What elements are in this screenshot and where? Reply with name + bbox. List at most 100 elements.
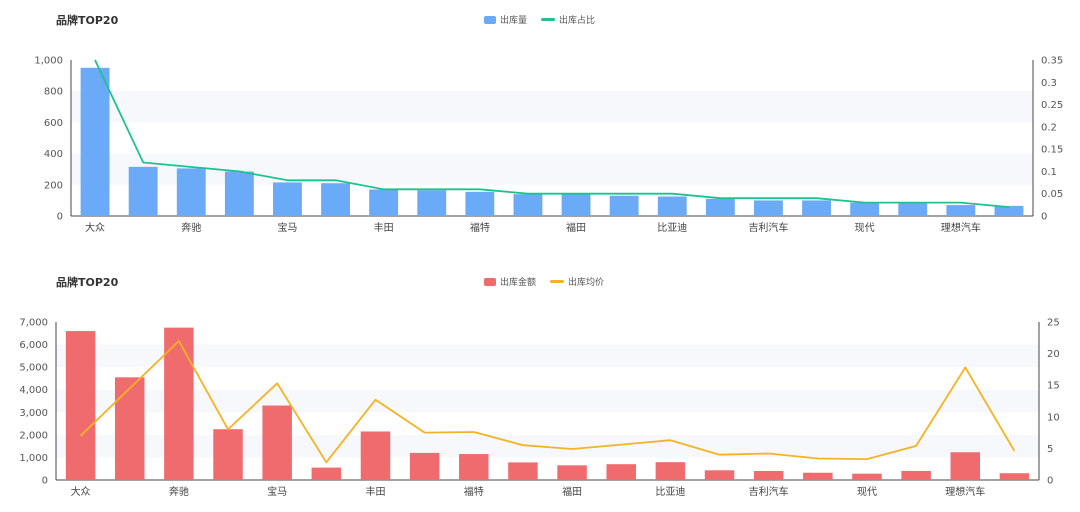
chart-panel-volume: 品牌TOP20 出库量 出库占比 0 200 400 600 800 1,000 0 0.05… <box>0 0 1080 250</box>
bar <box>994 205 1024 216</box>
bar <box>360 431 391 480</box>
bar <box>901 470 931 480</box>
x-tick-label: 奔驰 <box>181 221 201 234</box>
bar <box>950 452 981 480</box>
x-tick-label: 理想汽车 <box>945 485 985 498</box>
chart-panel-amount: 品牌TOP20 出库金额 出库均价 0 1,000 2,000 3,000 4,000 5… <box>0 262 1080 512</box>
chart-title: 品牌TOP20 <box>56 14 119 27</box>
bar <box>557 465 587 480</box>
y-tick-label-left: 1,000 <box>34 56 63 67</box>
bar <box>513 194 543 216</box>
split-area-band <box>56 434 1039 458</box>
y-tick-label-right: 0.1 <box>1041 167 1057 178</box>
y-tick-label-right: 15 <box>1047 381 1060 392</box>
y-tick-label-right: 0.25 <box>1041 100 1063 111</box>
y-tick-label-left: 5,000 <box>19 363 48 374</box>
x-tick-label: 丰田 <box>365 485 385 498</box>
legend-label: 出库均价 <box>568 278 605 288</box>
bar <box>609 195 639 216</box>
split-area-band <box>56 389 1039 413</box>
x-tick-label: 奔驰 <box>169 485 189 498</box>
chart-canvas-amount: 0 1,000 2,000 3,000 4,000 5,000 6,000 7,000 0 5 10… <box>19 318 1060 499</box>
x-tick-label: 理想汽车 <box>941 221 981 234</box>
bar <box>114 377 145 480</box>
x-tick-label: 福田 <box>566 221 586 234</box>
bar <box>705 198 735 216</box>
x-tick-label: 现代 <box>857 486 877 498</box>
legend-label: 出库占比 <box>559 16 596 26</box>
y-tick-label-right: 25 <box>1047 318 1060 329</box>
y-tick-label-left: 6,000 <box>19 340 48 351</box>
y-tick-label-right: 5 <box>1047 444 1053 455</box>
bar <box>465 191 495 216</box>
chart-canvas-volume: 0 200 400 600 800 1,000 0 0.05 0.1 0.15 0.2 0.25 0.3… <box>34 56 1063 235</box>
x-tick-label: 福特 <box>464 485 484 498</box>
bar <box>508 462 538 480</box>
bar <box>754 200 783 216</box>
x-tick-label: 吉利汽车 <box>748 221 788 234</box>
bar <box>176 168 206 216</box>
bar <box>65 331 96 480</box>
bar <box>753 470 784 480</box>
bar <box>606 464 636 480</box>
line-series <box>79 340 1016 464</box>
chart-title: 品牌TOP20 <box>56 276 119 289</box>
y-tick-label-left: 7,000 <box>19 318 48 329</box>
chart-legend: 出库金额 出库均价 <box>484 275 604 288</box>
x-tick-label: 比亚迪 <box>657 222 687 234</box>
bar <box>802 200 831 216</box>
bar <box>850 202 880 216</box>
x-tick-label: 吉利汽车 <box>749 485 789 498</box>
x-tick-label: 大众 <box>71 485 91 498</box>
x-tick-label: 大众 <box>85 221 105 234</box>
bar <box>213 429 243 480</box>
line-series <box>94 59 1010 208</box>
bar <box>704 470 735 480</box>
y-tick-label-left: 0 <box>42 476 48 487</box>
legend-line-swatch <box>550 280 565 283</box>
x-tick-label: 福特 <box>470 221 490 234</box>
bar <box>311 467 342 480</box>
y-tick-label-left: 600 <box>44 118 63 129</box>
bar <box>164 327 194 480</box>
y-tick-label-right: 0.35 <box>1041 56 1063 67</box>
y-tick-label-left: 0 <box>57 212 63 223</box>
y-tick-label-left: 800 <box>44 87 63 98</box>
y-tick-label-left: 400 <box>44 149 63 160</box>
y-tick-label-left: 3,000 <box>19 408 48 419</box>
legend-label: 出库金额 <box>500 278 537 288</box>
bar <box>128 166 158 216</box>
y-tick-label-right: 0.2 <box>1041 122 1057 133</box>
legend-item-bar[interactable]: 出库金额 <box>484 275 536 288</box>
bar <box>273 182 302 216</box>
x-tick-label: 比亚迪 <box>655 486 685 498</box>
bar <box>321 183 350 216</box>
bar <box>999 473 1030 480</box>
split-area-band <box>56 344 1039 368</box>
legend-item-bar[interactable]: 出库量 <box>484 13 527 26</box>
bar <box>852 473 882 480</box>
y-tick-label-right: 10 <box>1047 412 1060 423</box>
legend-item-line[interactable]: 出库占比 <box>541 13 595 26</box>
x-tick-label: 现代 <box>855 222 875 234</box>
bar <box>369 189 399 216</box>
legend-item-line[interactable]: 出库均价 <box>550 275 604 288</box>
bar <box>561 194 591 216</box>
legend-bar-swatch <box>484 277 496 286</box>
bar <box>898 203 928 216</box>
y-tick-label-left: 2,000 <box>19 430 48 441</box>
bar <box>655 462 686 480</box>
y-tick-label-left: 1,000 <box>19 453 48 464</box>
bar <box>224 171 254 216</box>
bar <box>262 405 292 480</box>
chart-legend: 出库量 出库占比 <box>484 13 595 26</box>
y-tick-label-right: 0.05 <box>1041 189 1063 200</box>
bar <box>417 190 447 216</box>
bar <box>409 452 440 480</box>
legend-label: 出库量 <box>500 16 528 26</box>
y-tick-label-right: 0 <box>1047 476 1053 487</box>
y-tick-label-right: 0.3 <box>1041 78 1057 89</box>
bar <box>946 205 976 216</box>
bar <box>657 196 687 216</box>
